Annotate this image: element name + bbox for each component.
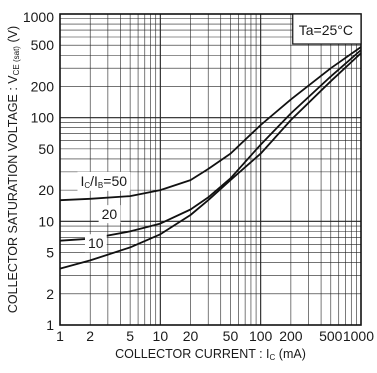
series-labels: IC/IB=50 20 10 [77, 171, 131, 253]
plot-frame [59, 13, 362, 326]
y-tick-label: 2 [46, 286, 54, 302]
x-tick-label: 10 [153, 328, 169, 344]
y-tick-label: 10 [38, 213, 54, 229]
x-tick-label: 100 [249, 328, 273, 344]
y-tick-label: 50 [38, 141, 54, 157]
y-tick-label: 1000 [23, 9, 54, 25]
x-tick-label: 1 [56, 328, 64, 344]
y-axis-title-sub: CE (sat) [12, 46, 21, 76]
y-axis-title-unit: (V) [6, 26, 20, 46]
condition-box [292, 13, 362, 45]
series-label-bg [77, 171, 131, 191]
x-axis-title: COLLECTOR CURRENT : IC (mA) [115, 347, 306, 362]
series-label-bg [84, 234, 107, 253]
x-tick-label: 50 [223, 328, 239, 344]
x-tick-label: 20 [183, 328, 199, 344]
y-tick-labels: 1 2 5 10 20 50 100 200 500 1000 [23, 9, 54, 333]
y-tick-label: 200 [31, 78, 55, 94]
y-tick-label: 20 [38, 182, 54, 198]
y-tick-label: 500 [31, 37, 55, 53]
grid [60, 14, 361, 325]
series-label-text: 20 [102, 206, 118, 222]
y-axis-title-main: COLLECTOR SATURATION VOLTAGE : V [6, 75, 20, 313]
x-axis-title-unit: (mA) [275, 347, 306, 361]
series-label-text: 10 [88, 235, 104, 251]
series-label-text: IC/IB=50 [80, 173, 127, 190]
series-line-1 [59, 46, 362, 202]
series-label-3: 10 [84, 234, 107, 253]
series-line-3 [59, 52, 362, 270]
series-label-2: 20 [98, 205, 121, 224]
series-label-bg [98, 205, 121, 224]
series-line-2 [59, 49, 362, 242]
x-tick-label: 5 [126, 328, 134, 344]
x-tick-label: 1000 [343, 328, 374, 344]
x-tick-labels: 1 2 5 10 20 50 100 200 500 1000 [56, 328, 374, 344]
y-tick-label: 100 [31, 110, 55, 126]
x-tick-label: 2 [86, 328, 94, 344]
x-tick-label: 200 [279, 328, 303, 344]
x-tick-label: 500 [319, 328, 343, 344]
y-tick-label: 5 [46, 245, 54, 261]
y-axis-title: COLLECTOR SATURATION VOLTAGE : VCE (sat)… [6, 26, 21, 313]
y-tick-label: 1 [46, 317, 54, 333]
series-label-1: IC/IB=50 [77, 171, 131, 191]
x-axis-title-sub: C [270, 353, 276, 362]
series-lines [59, 46, 362, 270]
x-axis-title-main: COLLECTOR CURRENT : I [115, 347, 269, 361]
condition-label: Ta=25°C [299, 22, 353, 38]
